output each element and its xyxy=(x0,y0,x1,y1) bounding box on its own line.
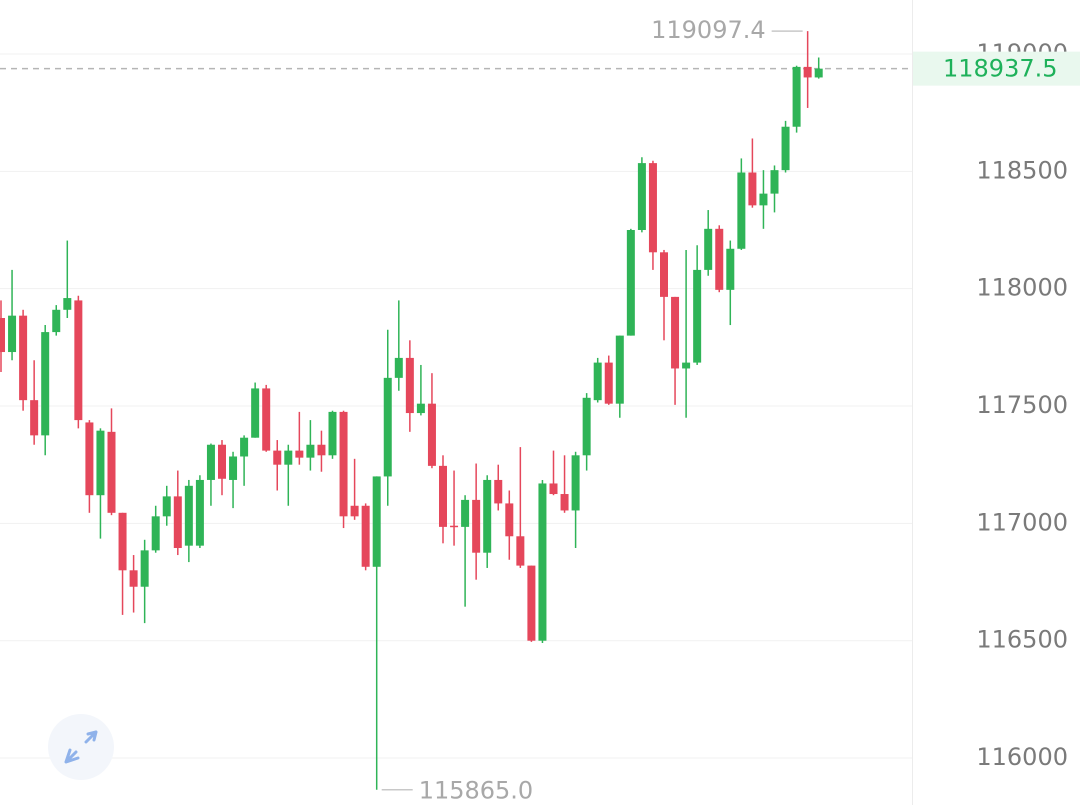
y-tick-label: 116500 xyxy=(976,626,1068,654)
candle-body xyxy=(516,536,525,566)
candle-body xyxy=(173,496,182,549)
expand-button[interactable] xyxy=(48,714,114,780)
candle-body xyxy=(339,411,348,517)
candle-body xyxy=(560,494,569,511)
candle-body xyxy=(350,505,359,517)
candle-body xyxy=(251,388,260,438)
candle-body xyxy=(195,479,204,546)
last-price-bg xyxy=(913,51,1080,86)
y-tick-label: 118000 xyxy=(976,274,1068,302)
candle-body xyxy=(30,400,39,436)
candle-body xyxy=(538,483,547,641)
y-tick-label: 117000 xyxy=(976,508,1068,536)
candle-body xyxy=(361,505,370,567)
candle-body xyxy=(107,431,116,513)
candle-body xyxy=(85,422,94,496)
candle-body xyxy=(582,397,591,456)
axis-layer: 1160001165001170001175001180001185001190… xyxy=(976,39,1068,771)
candle-body xyxy=(439,465,447,527)
candle-body xyxy=(328,411,337,456)
candle-body xyxy=(549,483,558,495)
y-tick-label: 117500 xyxy=(976,391,1068,419)
candle-body xyxy=(383,377,392,477)
candle-body xyxy=(372,476,381,567)
annotation-label: 119097.4 xyxy=(651,16,766,44)
candle-body xyxy=(405,357,414,414)
candle-body xyxy=(715,228,724,290)
candle-body xyxy=(206,444,215,480)
candle-body xyxy=(74,300,83,421)
candle-body xyxy=(229,456,238,480)
candle-body xyxy=(118,512,127,571)
candle-body xyxy=(273,450,282,465)
candle-body xyxy=(626,230,635,336)
candle-body xyxy=(781,126,790,171)
candle-body xyxy=(52,309,61,333)
candle-body xyxy=(427,403,436,466)
candle-body xyxy=(615,335,624,404)
candle-body xyxy=(317,444,326,456)
candle-body xyxy=(19,315,28,401)
candle-body xyxy=(726,248,735,290)
candle-body xyxy=(129,570,138,587)
y-tick-label: 116000 xyxy=(976,743,1068,771)
candle-body xyxy=(151,516,160,551)
candle-body xyxy=(682,362,691,369)
candle-body xyxy=(803,66,812,78)
candle-body xyxy=(162,496,171,517)
candle-body xyxy=(306,444,315,458)
candle-body xyxy=(660,252,668,297)
candle-body xyxy=(8,315,17,353)
candle-body xyxy=(41,332,50,436)
candle-body xyxy=(704,228,713,270)
candle-body xyxy=(637,163,646,230)
candle-body xyxy=(461,499,470,527)
candle-body xyxy=(394,357,403,378)
candle-body xyxy=(770,170,779,194)
candle-body xyxy=(571,455,580,511)
expand-button-bg[interactable] xyxy=(48,714,114,780)
candle-body xyxy=(295,450,304,458)
annotation-label: 115865.0 xyxy=(419,777,534,805)
candles-layer: 119097.4 115865.0 xyxy=(0,16,823,805)
candle-body xyxy=(494,479,503,504)
candle-body xyxy=(759,193,768,206)
expand-icon[interactable] xyxy=(64,730,98,764)
candle-body xyxy=(416,403,425,414)
candle-body xyxy=(483,479,492,553)
candle-body xyxy=(671,296,680,369)
candle-body xyxy=(472,499,481,553)
candle-body xyxy=(140,550,149,587)
candle-body xyxy=(284,450,293,465)
candle-body xyxy=(648,163,657,253)
candle-body xyxy=(450,525,459,528)
candle-body xyxy=(505,503,514,537)
candle-body xyxy=(527,565,536,641)
candle-body xyxy=(693,269,702,363)
candle-body xyxy=(96,430,105,496)
candle-body xyxy=(748,172,757,206)
y-tick-label: 118500 xyxy=(976,156,1068,184)
candle-body xyxy=(604,362,613,404)
candle-body xyxy=(593,362,602,401)
candle-body xyxy=(262,388,271,451)
candle-body xyxy=(814,68,823,78)
last-price-label: 118937.5 xyxy=(943,55,1058,83)
candle-body xyxy=(792,66,801,127)
candle-body xyxy=(184,485,193,546)
candle-body xyxy=(63,298,72,310)
candle-body xyxy=(737,172,746,249)
candle-body xyxy=(240,437,249,457)
grid-layer xyxy=(0,53,912,759)
candle-body xyxy=(0,318,5,353)
candle-body xyxy=(218,444,226,479)
